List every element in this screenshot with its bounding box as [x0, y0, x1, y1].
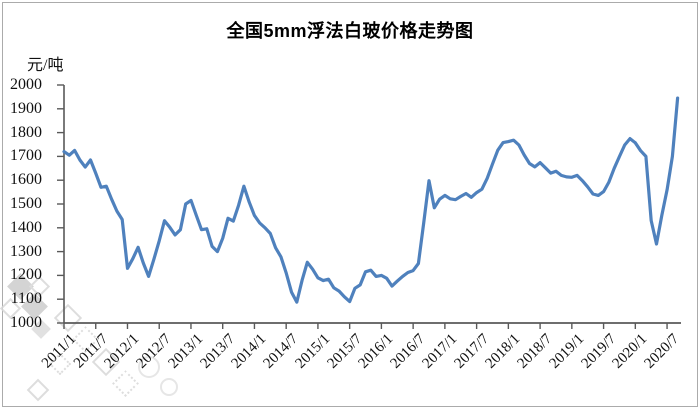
price-line: [62, 96, 680, 304]
y-tick-label: 1800: [10, 123, 42, 141]
y-tick-label: 2000: [10, 76, 42, 93]
y-tick-label: 1900: [10, 99, 42, 117]
y-tick-label: 1200: [10, 266, 42, 284]
y-tick-label: 1500: [10, 195, 42, 212]
y-tick-label: 1700: [10, 147, 42, 165]
y-tick-label: 1600: [10, 171, 42, 189]
chart-title: 全国5mm浮法白玻价格走势图: [226, 21, 474, 41]
y-tick-label: 1000: [10, 314, 42, 331]
y-tick-label: 1300: [10, 242, 42, 260]
y-axis-unit-label: 元/吨: [27, 57, 64, 74]
y-tick-label: 1100: [10, 290, 42, 308]
y-tick-label: 1400: [10, 218, 42, 236]
